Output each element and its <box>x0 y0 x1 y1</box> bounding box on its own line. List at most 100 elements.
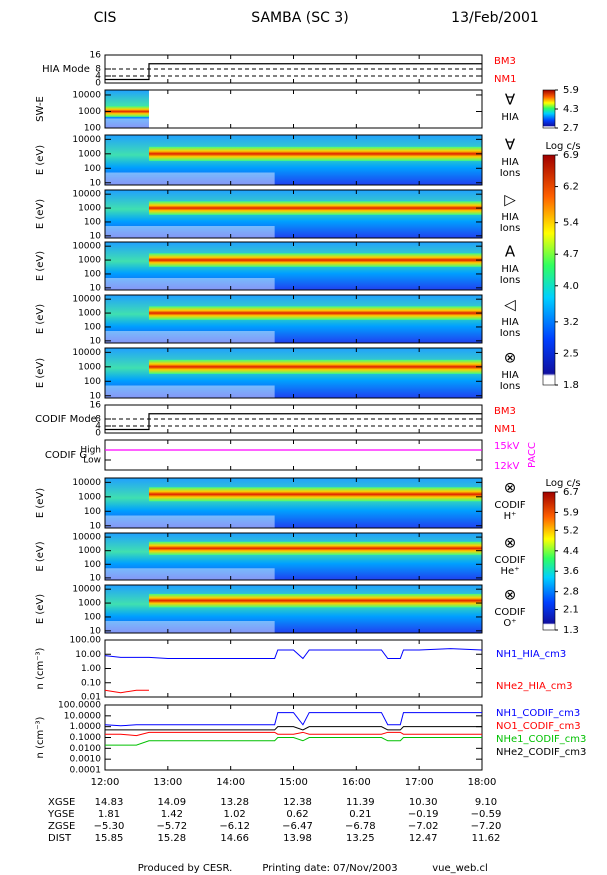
orbit-value: 14.09 <box>158 797 187 808</box>
y-tick-label: 4 <box>95 422 101 432</box>
orbit-value: 15.28 <box>158 833 187 844</box>
panel-frame <box>104 439 483 471</box>
y-axis-label: CODIF G <box>45 450 87 461</box>
y-tick-label: 0.01 <box>81 693 101 703</box>
spectrogram-low <box>105 172 275 185</box>
instrument-label: CODIF <box>494 555 526 566</box>
orbit-value: 12.38 <box>283 797 312 808</box>
y-axis-label: E (eV) <box>35 594 46 624</box>
instrument-label: Ions <box>500 328 521 339</box>
instrument-icon: ⊗ <box>504 479 517 497</box>
side-label: NM1 <box>494 424 516 435</box>
x-tick-label: 16:00 <box>342 777 371 788</box>
instrument-label: HIA <box>501 317 518 328</box>
spectrogram-bg <box>105 585 482 633</box>
instrument-label: HIA <box>501 370 518 381</box>
y-tick-label: 10 <box>90 283 102 293</box>
colorbar-tick-label: 6.7 <box>563 487 579 498</box>
instrument-icon: ⊗ <box>504 534 517 552</box>
legend-label: NH1_CODIF_cm3 <box>496 708 580 719</box>
y-tick-label: 10 <box>90 521 102 531</box>
y-tick-label: 100.0000 <box>58 701 101 711</box>
legend-label: NO1_CODIF_cm3 <box>496 721 581 732</box>
legend-label: NHe1_CODIF_cm3 <box>496 734 586 745</box>
y-tick-label: 10 <box>90 573 102 583</box>
y-axis-label: E (eV) <box>35 358 46 388</box>
y-tick-label: 1.00 <box>81 664 101 674</box>
header-center: SAMBA (SC 3) <box>251 10 348 26</box>
y-axis-label: E (eV) <box>35 251 46 281</box>
orbit-value: 9.10 <box>475 797 497 808</box>
orbit-value: 13.98 <box>283 833 312 844</box>
y-tick-label: 10000 <box>72 295 101 305</box>
side-label: 15kV <box>494 441 520 452</box>
y-axis-label: n (cm⁻³) <box>35 647 46 689</box>
colorbar-tick-label: 4.7 <box>563 249 579 260</box>
spectrogram-low <box>105 118 275 128</box>
y-tick-label: 100 <box>84 124 101 134</box>
side-label: BM3 <box>494 406 516 417</box>
orbit-value: −0.19 <box>408 809 439 820</box>
series-line <box>105 737 482 746</box>
instrument-icon: A <box>505 243 516 261</box>
orbit-value: 11.62 <box>472 833 501 844</box>
instrument-icon: ∀ <box>505 136 516 154</box>
x-tick-label: 18:00 <box>468 777 497 788</box>
x-tick-label: 15:00 <box>279 777 308 788</box>
orbit-value: 14.66 <box>220 833 249 844</box>
y-tick-label: 10000 <box>72 348 101 358</box>
instrument-label: HIA <box>501 264 518 275</box>
instrument-label: HIA <box>501 112 518 123</box>
spectrogram-band <box>148 201 482 215</box>
spectrogram-low <box>105 278 275 290</box>
mode-line <box>105 413 482 431</box>
y-tick-label: 0.10 <box>81 678 101 688</box>
orbit-label: DIST <box>48 833 72 844</box>
y-tick-label: 10 <box>90 178 102 188</box>
colorbar-tick-label: 6.2 <box>563 182 579 193</box>
spectrogram-band <box>148 253 482 267</box>
legend-label: NHe2_CODIF_cm3 <box>496 747 586 758</box>
spectrogram-band <box>148 359 482 374</box>
orbit-value: 13.28 <box>220 797 249 808</box>
y-tick-label: 100 <box>84 507 101 517</box>
series-line <box>105 726 482 731</box>
orbit-value: 10.30 <box>409 797 438 808</box>
x-tick-label: 12:00 <box>91 777 120 788</box>
colorbar-tick-label: 4.4 <box>563 546 579 557</box>
orbit-label: XGSE <box>48 797 75 808</box>
orbit-value: 1.42 <box>161 809 183 820</box>
orbit-value: 13.25 <box>346 833 375 844</box>
side-label: 12kV <box>494 461 520 472</box>
instrument-icon: ▷ <box>504 191 516 209</box>
y-tick-label: 10 <box>90 231 102 241</box>
y-tick-label: 100 <box>84 612 101 622</box>
instrument-label: Ions <box>500 168 521 179</box>
footer-right: vue_web.cl <box>432 863 488 874</box>
instrument-icon: ⊗ <box>504 586 517 604</box>
side-title: PACC <box>527 442 538 468</box>
y-tick-label: 100 <box>84 560 101 570</box>
y-tick-label: 10000 <box>72 90 101 100</box>
instrument-label: CODIF <box>494 607 526 618</box>
colorbar-label: Log c/s <box>545 478 580 489</box>
x-tick-label: 13:00 <box>153 777 182 788</box>
y-axis-label: n (cm⁻³) <box>35 716 46 758</box>
y-tick-label: 10 <box>90 626 102 636</box>
orbit-value: 12.47 <box>409 833 438 844</box>
instrument-label: Ions <box>500 275 521 286</box>
y-tick-label: 1000 <box>78 204 101 214</box>
y-tick-label: 0 <box>95 79 101 89</box>
instrument-label: HIA <box>501 157 518 168</box>
orbit-value: 14.83 <box>95 797 124 808</box>
y-axis-label: E (eV) <box>35 304 46 334</box>
y-axis-label: E (eV) <box>35 541 46 571</box>
instrument-icon: ◁ <box>504 296 516 314</box>
spectrogram-band <box>105 106 149 117</box>
orbit-value: −5.30 <box>94 821 125 832</box>
series-line <box>104 712 482 727</box>
series-line <box>104 689 149 694</box>
orbit-value: −6.12 <box>219 821 250 832</box>
y-tick-label: 1000 <box>78 149 101 159</box>
y-tick-label: 0.0001 <box>70 766 102 776</box>
